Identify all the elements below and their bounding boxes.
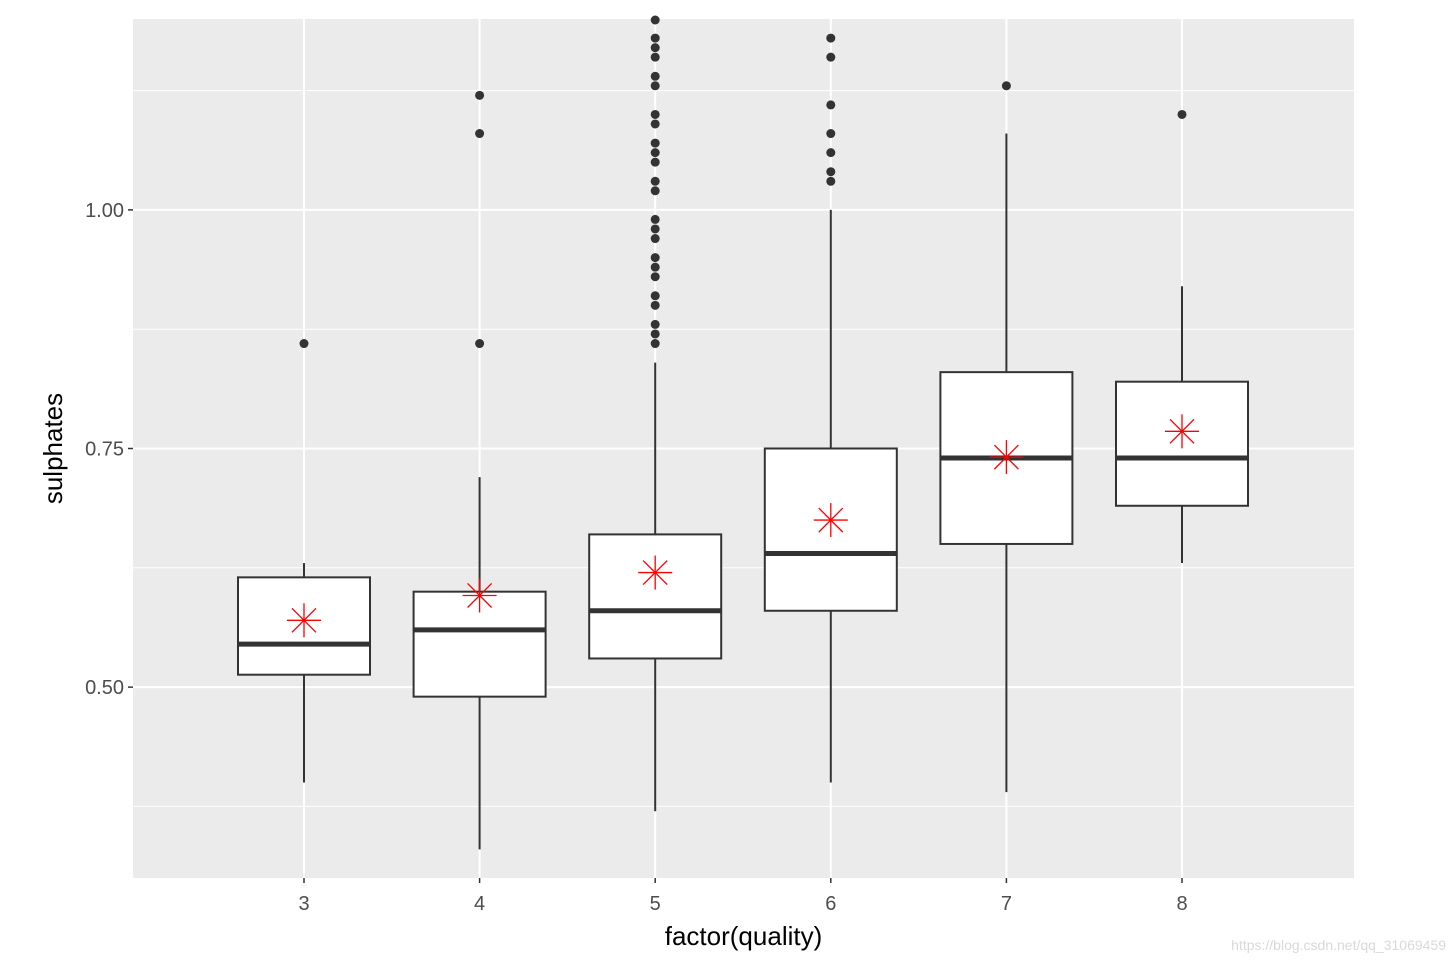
box-group — [412, 90, 547, 850]
outlier-point — [650, 319, 660, 329]
outlier-point — [650, 234, 660, 244]
mean-marker-stroke — [993, 444, 1019, 470]
outlier-point — [650, 300, 660, 310]
outlier-point — [826, 129, 836, 139]
box-group — [763, 33, 898, 783]
mean-marker-stroke — [291, 607, 317, 633]
outlier-point — [826, 148, 836, 158]
y-tick-label: 0.75 — [85, 439, 124, 461]
x-tick-label: 8 — [1176, 893, 1187, 915]
box-group — [588, 15, 723, 812]
outlier-point — [650, 81, 660, 91]
outlier-point — [650, 43, 660, 53]
mean-marker-stroke — [642, 560, 668, 586]
box-group — [939, 81, 1074, 793]
outlier-point — [475, 129, 485, 139]
watermark: https://blog.csdn.net/qq_31069459 — [1231, 937, 1446, 953]
x-tick-label: 7 — [1001, 893, 1012, 915]
outlier-point — [826, 33, 836, 43]
outlier-point — [650, 262, 660, 272]
outlier-point — [1001, 81, 1011, 91]
outlier-point — [650, 253, 660, 263]
outlier-point — [826, 176, 836, 186]
outlier-point — [650, 339, 660, 349]
outlier-point — [650, 214, 660, 224]
grid-minor — [133, 90, 1354, 807]
y-tick-label: 0.50 — [85, 677, 124, 699]
outlier-point — [1177, 109, 1187, 119]
outlier-point — [650, 272, 660, 282]
x-tick-label: 4 — [474, 893, 485, 915]
outlier-point — [475, 339, 485, 349]
x-axis-title: factor(quality) — [665, 921, 823, 951]
outlier-point — [650, 15, 660, 25]
y-axis-title: sulphates — [38, 393, 68, 504]
outlier-point — [650, 109, 660, 119]
box-group — [1115, 109, 1249, 564]
outlier-point — [650, 329, 660, 339]
outlier-point — [650, 52, 660, 62]
outlier-point — [650, 119, 660, 129]
outlier-point — [650, 33, 660, 43]
mean-marker — [989, 440, 1024, 475]
x-tick-label: 6 — [825, 893, 836, 915]
outlier-point — [826, 100, 836, 110]
outlier-point — [650, 224, 660, 234]
mean-marker-stroke — [818, 507, 844, 533]
outlier-point — [299, 339, 309, 349]
box-group — [237, 339, 371, 783]
mean-marker — [1165, 414, 1199, 449]
mean-marker — [287, 603, 321, 638]
x-axis: 3 4 5 6 7 8 — [298, 878, 1188, 915]
y-tick-label: 1.00 — [85, 200, 124, 222]
outlier-point — [826, 167, 836, 177]
outlier-point — [826, 52, 836, 62]
mean-marker — [462, 578, 497, 613]
outlier-point — [650, 71, 660, 81]
outlier-point — [650, 176, 660, 186]
outlier-point — [650, 148, 660, 158]
box-iqr — [588, 533, 723, 660]
outlier-point — [650, 138, 660, 148]
mean-marker — [813, 503, 848, 538]
mean-marker-stroke — [1169, 418, 1195, 444]
outlier-point — [650, 186, 660, 196]
boxes — [237, 15, 1249, 850]
outlier-point — [650, 291, 660, 301]
outlier-point — [650, 157, 660, 167]
outlier-point — [475, 90, 485, 100]
y-axis: 0.50 0.75 1.00 — [85, 200, 133, 699]
mean-marker — [638, 555, 673, 590]
x-tick-label: 3 — [298, 893, 309, 915]
x-tick-label: 5 — [650, 893, 661, 915]
mean-marker-stroke — [467, 583, 493, 608]
